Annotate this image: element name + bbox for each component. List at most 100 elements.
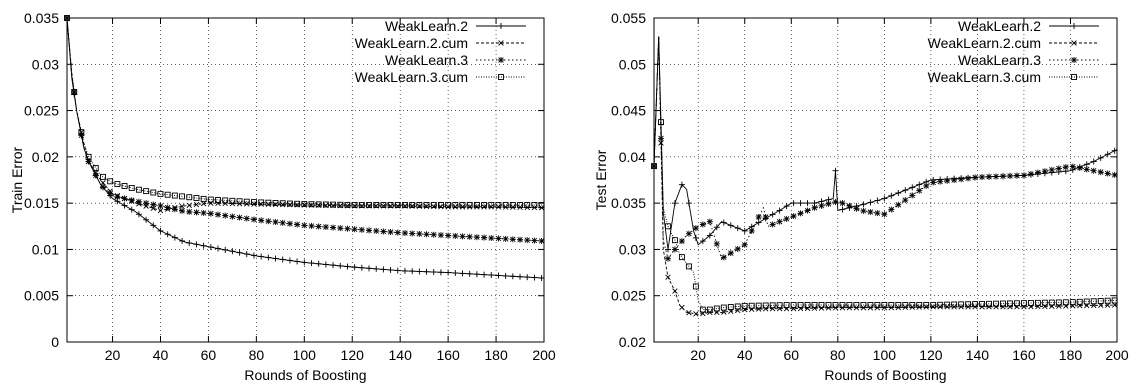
data-point <box>474 204 480 210</box>
marker-stroke <box>804 207 811 214</box>
marker-stroke <box>380 228 387 235</box>
data-point <box>337 201 344 208</box>
data-point <box>531 274 538 281</box>
data-point <box>186 239 193 246</box>
data-point <box>937 301 944 308</box>
marker-stroke <box>430 202 437 208</box>
legend-label: WeakLearn.2.cum <box>355 35 468 51</box>
marker-stroke <box>244 215 250 222</box>
marker-stroke <box>150 201 157 208</box>
plot-frame <box>653 17 1118 343</box>
data-point <box>416 202 423 208</box>
data-point <box>734 245 741 252</box>
data-point <box>972 174 979 181</box>
data-point <box>207 244 214 251</box>
marker-stroke <box>825 305 832 311</box>
data-point <box>699 238 706 245</box>
data-point <box>693 311 699 317</box>
marker-stroke <box>215 200 221 207</box>
marker-stroke <box>1076 298 1083 305</box>
data-point <box>937 178 944 185</box>
marker-stroke <box>665 274 671 280</box>
series-weaklearn-3-cum <box>64 15 545 208</box>
data-point <box>909 302 916 308</box>
marker-stroke <box>1097 169 1104 175</box>
marker-stroke <box>874 302 881 308</box>
marker-stroke <box>895 202 902 208</box>
marker-stroke <box>1000 300 1006 307</box>
x-tick-label: 140 <box>389 347 413 363</box>
data-point <box>179 203 185 210</box>
data-point <box>179 207 186 214</box>
marker-stroke <box>380 202 387 208</box>
marker-stroke <box>265 199 272 206</box>
data-point <box>1055 165 1062 172</box>
test-error-chart: 20 40 60 80 100 120 140 160 180 200 0.02 0.025 0.03 0… <box>593 10 1129 383</box>
data-point <box>330 201 337 208</box>
marker-stroke <box>186 209 192 215</box>
legend-marker <box>1071 57 1077 63</box>
marker-stroke <box>179 203 185 210</box>
marker-stroke <box>294 221 300 228</box>
data-point <box>832 167 839 174</box>
data-point <box>839 302 846 308</box>
marker-stroke <box>78 129 85 136</box>
marker-stroke <box>416 231 423 237</box>
data-point <box>658 119 664 126</box>
marker-stroke <box>1071 74 1077 80</box>
marker-stroke <box>986 174 992 180</box>
marker-stroke <box>1077 165 1083 171</box>
marker-stroke <box>783 216 790 222</box>
data-point <box>881 195 888 202</box>
data-point <box>665 223 671 230</box>
marker-stroke <box>129 197 135 203</box>
data-point <box>776 302 783 309</box>
data-point <box>337 262 344 269</box>
legend-marker <box>498 40 504 46</box>
data-point <box>741 241 748 248</box>
data-point <box>909 192 916 199</box>
marker-stroke <box>93 172 99 179</box>
data-point <box>916 187 923 194</box>
marker-stroke <box>741 302 748 309</box>
data-point <box>200 242 207 249</box>
data-point <box>665 274 671 280</box>
data-point <box>200 195 207 202</box>
marker-stroke <box>251 201 257 207</box>
marker-stroke <box>972 174 978 181</box>
x-tick-label: 20 <box>690 347 706 363</box>
marker-stroke <box>474 204 480 210</box>
marker-stroke <box>1014 304 1020 310</box>
marker-stroke <box>301 222 308 229</box>
data-point <box>207 210 214 217</box>
marker-stroke <box>1000 304 1006 310</box>
data-point <box>706 306 713 313</box>
data-point <box>322 224 329 231</box>
data-point <box>394 202 401 208</box>
data-point <box>351 264 358 271</box>
data-point <box>1069 163 1076 170</box>
marker-stroke <box>693 311 699 317</box>
y-tick-label: 0.035 <box>611 195 646 211</box>
marker-stroke <box>488 235 494 241</box>
data-point <box>524 237 531 244</box>
data-point <box>999 173 1006 180</box>
data-point <box>423 231 430 238</box>
data-point <box>473 234 480 241</box>
marker-stroke <box>700 221 706 228</box>
marker-stroke <box>895 302 902 308</box>
data-point <box>452 232 459 239</box>
marker-stroke <box>728 250 734 256</box>
marker-stroke <box>186 194 193 201</box>
data-point <box>459 233 466 240</box>
x-tick-label: 160 <box>436 347 460 363</box>
data-point <box>150 201 157 208</box>
data-point <box>135 211 142 218</box>
data-point <box>825 302 832 308</box>
data-point <box>776 218 783 225</box>
data-point <box>495 272 502 279</box>
marker-stroke <box>431 203 437 210</box>
marker-stroke <box>445 202 452 208</box>
marker-stroke <box>100 180 106 186</box>
y-tick-label: 0.05 <box>619 56 646 72</box>
